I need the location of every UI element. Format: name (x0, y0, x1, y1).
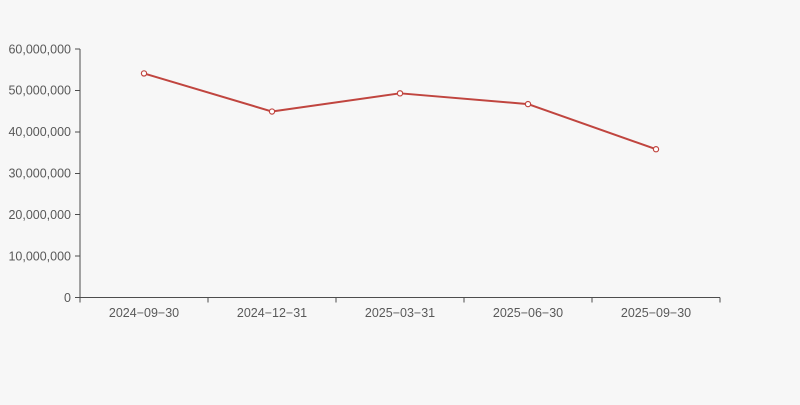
x-axis-tick-label: 2025−06−30 (493, 306, 563, 320)
series-line (143, 72, 657, 151)
y-axis-tick-label: 60,000,000 (8, 42, 71, 56)
y-axis-tick-label: 50,000,000 (8, 84, 71, 98)
y-axis-tick-label: 20,000,000 (8, 208, 71, 222)
x-axis-tick-label: 2024−09−30 (109, 306, 179, 320)
y-axis-tick-label: 10,000,000 (8, 249, 71, 263)
data-point-marker (396, 90, 404, 97)
y-axis-tick-label: 30,000,000 (8, 167, 71, 181)
x-axis-tick-label: 2025−09−30 (621, 306, 691, 320)
data-point-marker (524, 100, 532, 108)
x-axis-tick-label: 2024−12−31 (237, 306, 307, 320)
data-point-marker (140, 70, 148, 77)
data-point-marker (652, 146, 660, 153)
x-axis-tick-label: 2025−03−31 (365, 306, 435, 320)
data-point-marker (268, 108, 276, 115)
y-axis-tick-label: 40,000,000 (8, 125, 71, 139)
y-axis-tick-label: 0 (64, 291, 71, 305)
